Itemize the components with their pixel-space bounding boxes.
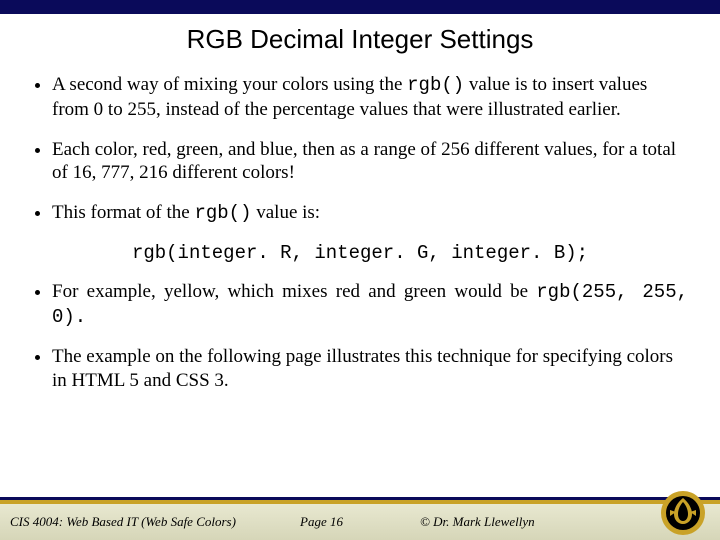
bullet-2: Each color, red, green, and blue, then a… xyxy=(52,138,688,186)
bullet-3-post: value is: xyxy=(251,202,320,223)
bullet-4-pre: For example, yellow, which mixes red and… xyxy=(52,281,536,302)
bullet-3: This format of the rgb() value is: xyxy=(52,201,688,226)
bullet-1-pre: A second way of mixing your colors using… xyxy=(52,74,407,95)
footer-page: Page 16 xyxy=(300,514,343,530)
footer-copyright: © Dr. Mark Llewellyn xyxy=(420,514,535,530)
bullet-1: A second way of mixing your colors using… xyxy=(52,73,688,122)
bullet-4: For example, yellow, which mixes red and… xyxy=(52,280,688,330)
bullet-1-code: rgb() xyxy=(407,74,464,96)
code-line: rgb(integer. R, integer. G, integer. B); xyxy=(32,242,688,264)
slide-body: A second way of mixing your colors using… xyxy=(0,73,720,393)
slide-title: RGB Decimal Integer Settings xyxy=(0,24,720,55)
bullet-3-code: rgb() xyxy=(194,202,251,224)
footer: CIS 4004: Web Based IT (Web Safe Colors)… xyxy=(0,497,720,540)
ucf-logo-icon xyxy=(660,490,706,536)
bullet-5: The example on the following page illust… xyxy=(52,345,688,393)
bullet-3-pre: This format of the xyxy=(52,202,194,223)
footer-course: CIS 4004: Web Based IT (Web Safe Colors) xyxy=(10,514,236,530)
header-bar xyxy=(0,0,720,14)
